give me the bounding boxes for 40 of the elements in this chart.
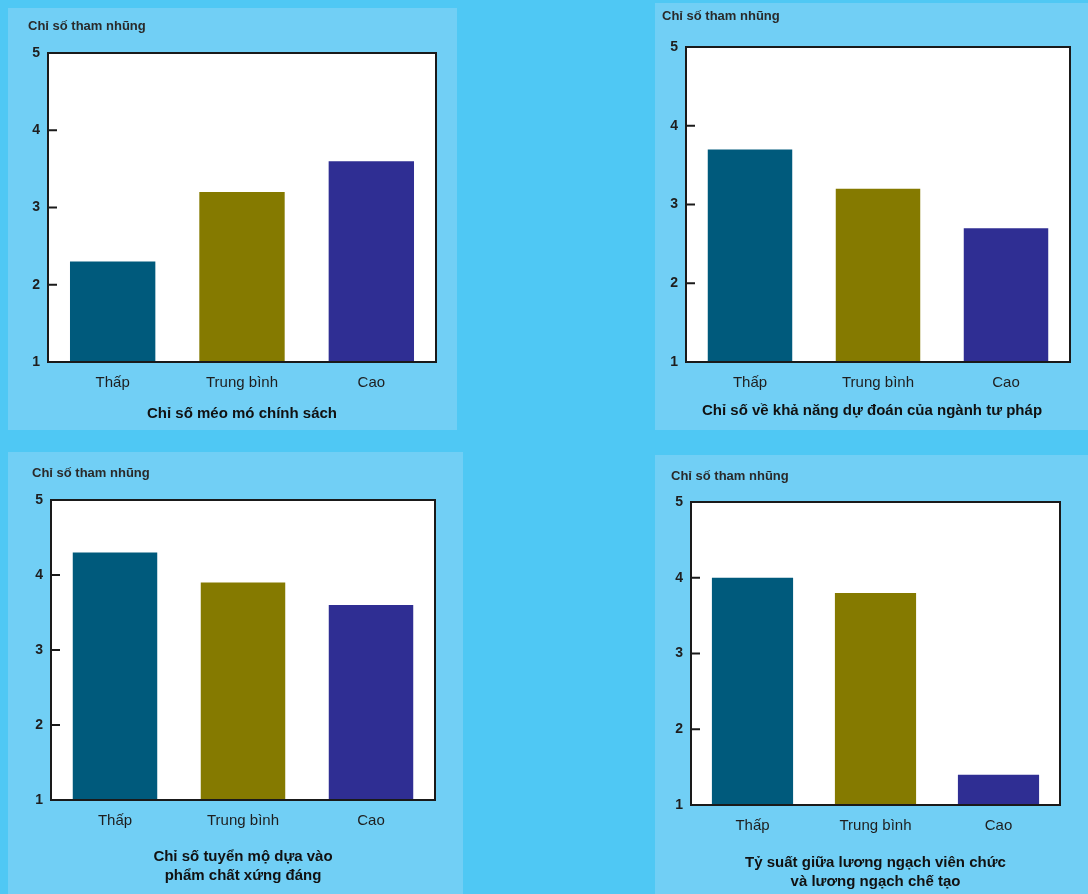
- y-tick-label: 4: [675, 568, 684, 585]
- y-tick-label: 2: [32, 275, 41, 292]
- y-tick-label: 1: [675, 795, 684, 812]
- y-tick-label: 4: [32, 121, 41, 138]
- y-tick-label: 1: [32, 352, 41, 369]
- x-tick-label: Cao: [357, 811, 385, 829]
- y-tick-label: 1: [35, 790, 44, 807]
- x-tick-label: Thấp: [732, 373, 768, 391]
- x-tick-label: Trung bình: [842, 373, 914, 391]
- y-tick-label: 2: [670, 274, 679, 291]
- y-tick-label: 1: [670, 352, 679, 369]
- x-tick-label: Thấp: [95, 373, 130, 391]
- y-tick-label: 5: [35, 490, 44, 507]
- y-tick-label: 5: [675, 492, 684, 509]
- y-tick-label: 5: [32, 43, 41, 60]
- x-axis-title: Chỉ số tuyển mộ dựa vào phẩm chất xứng đáng: [152, 846, 334, 884]
- y-tick-label: 4: [35, 565, 44, 582]
- x-tick-label: Cao: [984, 816, 1013, 834]
- x-axis-title: Chỉ số về khả năng dự đoán của ngành tư pháp: [700, 400, 1044, 419]
- y-tick-label: 5: [670, 37, 679, 54]
- y-tick-label: 2: [675, 720, 684, 737]
- x-tick-label: Trung bình: [839, 816, 912, 834]
- x-axis-title: Tỷ suất giữa lương ngạch viên chức và lương ngạch chế tạo: [744, 852, 1007, 890]
- y-tick-label: 2: [35, 715, 44, 732]
- y-tick-label: 3: [32, 198, 41, 215]
- y-tick-label: 3: [35, 640, 44, 657]
- y-axis-title: Chỉ số tham nhũng: [32, 465, 150, 480]
- x-tick-label: Thấp: [735, 816, 770, 834]
- y-tick-label: 3: [675, 644, 684, 661]
- y-axis-title: Chỉ số tham nhũng: [671, 468, 789, 483]
- y-tick-label: 3: [670, 195, 679, 212]
- y-axis-title: Chỉ số tham nhũng: [662, 8, 780, 23]
- x-tick-label: Cao: [992, 373, 1020, 391]
- x-tick-label: Trung bình: [206, 373, 278, 391]
- x-tick-label: Trung bình: [207, 811, 279, 829]
- y-tick-label: 4: [670, 116, 679, 133]
- y-axis-title: Chỉ số tham nhũng: [28, 18, 146, 33]
- x-tick-label: Cao: [357, 373, 386, 391]
- x-tick-label: Thấp: [97, 811, 133, 829]
- x-axis-title: Chỉ số méo mó chính sách: [145, 403, 338, 422]
